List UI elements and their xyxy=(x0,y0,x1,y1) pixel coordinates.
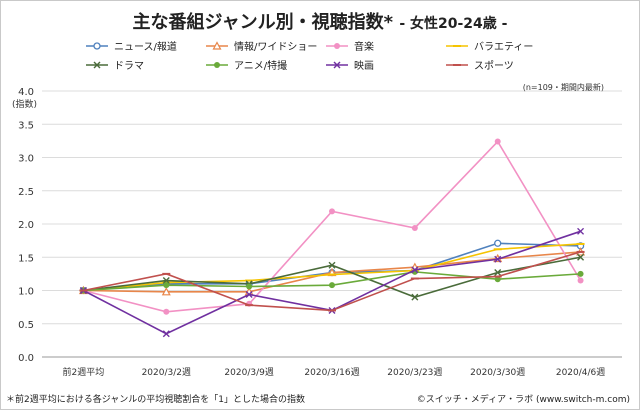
data-point xyxy=(411,224,418,231)
data-point xyxy=(163,308,170,315)
title-subtitle: - 女性20-24歳 - xyxy=(399,16,508,32)
series-スポーツ xyxy=(79,250,585,312)
legend-label: ニュース/報道 xyxy=(114,40,177,53)
legend-label: 情報/ワイドショー xyxy=(234,40,317,53)
sample-note: (n=109・期間内最新) xyxy=(522,83,604,92)
legend-item: ニュース/報道 xyxy=(86,40,177,53)
x-tick-label: 2020/3/9週 xyxy=(224,367,273,378)
data-point xyxy=(245,290,253,298)
y-tick-label: 1.5 xyxy=(18,253,34,264)
data-point xyxy=(329,282,335,289)
data-point xyxy=(212,41,222,50)
legend-label: ドラマ xyxy=(114,60,144,72)
axis-layer: 0.0 0.5 1.0 1.5 2.0 2.5 3.0 3.5 4.0(指数) 前2週平均 2020… xyxy=(12,87,605,378)
data-point xyxy=(577,277,584,284)
legend-item: 音楽 xyxy=(326,40,374,53)
legend-item: バラエティー xyxy=(446,41,533,53)
data-point xyxy=(411,266,419,274)
legend-item: アニメ/特撮 xyxy=(206,59,287,72)
series-アニメ/特撮 xyxy=(80,268,584,294)
data-point xyxy=(334,43,340,49)
series-音楽 xyxy=(80,138,584,315)
data-point xyxy=(494,269,502,277)
grid-layer xyxy=(42,90,622,358)
legend-item: 情報/ワイドショー xyxy=(206,40,317,53)
data-point xyxy=(494,255,502,263)
title-text: 主な番組ジャンル別・視聴指数* xyxy=(132,12,394,33)
y-tick-label: 1.0 xyxy=(18,287,34,298)
data-point xyxy=(411,293,419,301)
data-point xyxy=(162,277,170,285)
series-ドラマ xyxy=(79,253,585,301)
legend-item: ドラマ xyxy=(86,60,144,72)
x-tick-label: 2020/3/23週 xyxy=(387,367,442,378)
legend-label: 映画 xyxy=(354,60,374,72)
x-tick-label: 2020/3/16週 xyxy=(304,367,359,378)
data-point xyxy=(93,61,101,69)
credit: ©スイッチ・メディア・ラボ (www.switch-m.com) xyxy=(416,395,630,405)
y-tick-label: 0.0 xyxy=(18,353,34,364)
y-tick-label: 0.5 xyxy=(18,320,34,331)
data-point xyxy=(577,270,584,277)
y-axis-label: (指数) xyxy=(12,98,37,110)
data-point xyxy=(214,62,220,68)
data-point xyxy=(163,282,170,289)
y-tick-label: 4.0 xyxy=(18,87,34,98)
x-tick-label: 前2週平均 xyxy=(63,366,105,378)
data-point xyxy=(93,42,101,50)
data-point xyxy=(162,330,170,338)
y-tick-label: 3.0 xyxy=(18,154,34,165)
legend-label: スポーツ xyxy=(474,60,514,72)
chart-title: 主な番組ジャンル別・視聴指数* - 女性20-24歳 - xyxy=(0,8,640,34)
data-point xyxy=(246,283,253,290)
legend-item: スポーツ xyxy=(446,60,514,72)
x-tick-label: 2020/4/6週 xyxy=(556,367,605,378)
data-point xyxy=(328,261,336,269)
x-tick-label: 2020/3/30週 xyxy=(470,367,525,378)
data-point xyxy=(494,138,501,145)
data-point xyxy=(577,253,585,261)
data-point xyxy=(329,208,335,215)
data-point xyxy=(577,227,585,235)
y-tick-label: 2.5 xyxy=(18,187,34,198)
legend-label: バラエティー xyxy=(474,41,533,53)
legend-label: 音楽 xyxy=(354,40,374,53)
legend-label: アニメ/特撮 xyxy=(234,59,287,72)
footnote: ＊前2週平均における各ジャンルの平均視聴割合を「1」とした場合の指数 xyxy=(6,395,306,405)
data-point xyxy=(333,61,341,69)
y-tick-label: 2.0 xyxy=(18,220,34,231)
data-point xyxy=(494,239,502,247)
data-point xyxy=(161,287,171,296)
data-point xyxy=(494,276,501,283)
series-layer xyxy=(78,138,586,338)
x-tick-label: 2020/3/2週 xyxy=(142,367,191,378)
legend-item: 映画 xyxy=(326,60,374,72)
y-tick-label: 3.5 xyxy=(18,120,34,131)
